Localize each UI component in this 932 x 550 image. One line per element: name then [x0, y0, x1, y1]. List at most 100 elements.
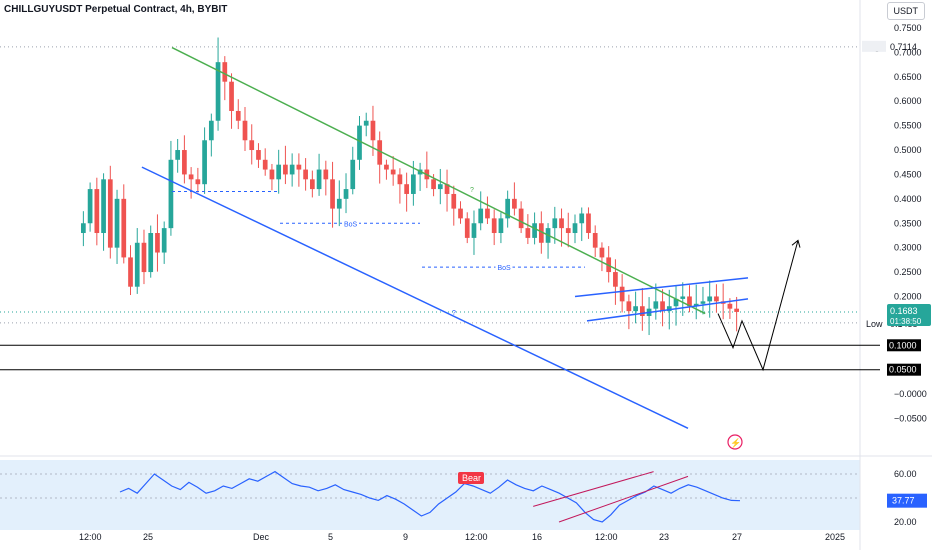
candle-body — [350, 159, 356, 190]
bos-label-bg — [495, 262, 513, 272]
candle-body — [269, 169, 275, 180]
rsi-channel-line — [558, 475, 689, 523]
candle-body — [673, 298, 679, 307]
candle-body — [390, 169, 396, 175]
candle-body — [161, 228, 167, 253]
candle-body — [155, 233, 160, 253]
candle-body — [188, 174, 194, 180]
candle-body — [619, 286, 625, 302]
bear-badge — [458, 472, 484, 484]
candle-body — [464, 218, 470, 238]
y-tick-label: 0.2000 — [894, 291, 922, 301]
candle-body — [451, 193, 457, 209]
level-value: 0.1000 — [889, 340, 917, 350]
candle-body — [283, 164, 288, 175]
x-tick-label: 27 — [732, 532, 742, 542]
candle-body — [303, 169, 308, 180]
candle-body — [397, 174, 403, 185]
candle-body — [485, 208, 490, 219]
candle-body — [680, 296, 686, 299]
y-tick-label: 0.3500 — [894, 218, 922, 228]
candle-body — [107, 179, 113, 248]
candle-body — [296, 164, 302, 170]
x-tick-label: 12:00 — [595, 532, 618, 542]
candle-body — [707, 296, 713, 302]
candle-body — [316, 169, 322, 190]
trendline-lower-descending — [141, 166, 689, 429]
y-tick-label: −0.0500 — [894, 414, 927, 424]
candle-body — [101, 179, 106, 234]
candle-body — [222, 62, 228, 82]
level-value: 0.0500 — [889, 365, 917, 375]
candle-body — [87, 189, 93, 224]
candle-body — [330, 179, 335, 209]
candle-body — [538, 223, 544, 243]
rising-channel-upper — [574, 277, 749, 298]
candle-body — [81, 223, 86, 234]
chart-title: CHILLGUYUSDT Perpetual Contract, 4h, BYB… — [4, 4, 228, 15]
candle-body — [195, 179, 201, 185]
y-tick-label: −0.0000 — [894, 389, 927, 399]
candle-body — [323, 169, 329, 180]
current-price-countdown: 01:38:50 — [890, 317, 922, 326]
candle-body — [693, 303, 699, 307]
candle-body — [121, 198, 127, 258]
y-tick-label: 0.4500 — [894, 169, 922, 179]
high-label-bg — [862, 40, 886, 52]
rsi-value-box — [887, 493, 927, 508]
currency-button[interactable]: USDT — [886, 2, 925, 20]
candle-body — [370, 120, 376, 141]
candle-body — [229, 81, 234, 111]
candle-body — [599, 247, 605, 258]
candle-body — [579, 213, 585, 224]
candle-body — [202, 140, 207, 185]
candle-body — [128, 257, 133, 287]
candle-body — [249, 140, 255, 151]
candle-body — [242, 120, 248, 141]
candle-body — [141, 242, 147, 273]
candle-body — [700, 301, 706, 304]
candle-body — [653, 301, 659, 309]
candle-body — [289, 164, 295, 175]
low-label: Low — [866, 319, 883, 329]
alert-icon — [727, 434, 743, 450]
x-tick-label: 5 — [328, 532, 333, 542]
x-tick-label: 16 — [532, 532, 542, 542]
lightning-icon: ⚡ — [730, 437, 741, 449]
candle-body — [613, 272, 618, 287]
candle-body — [525, 228, 531, 238]
rsi-line — [119, 470, 741, 523]
rising-channel-lower — [586, 298, 749, 322]
candle-body — [235, 110, 241, 121]
y-tick-label: 0.6500 — [894, 72, 922, 82]
rsi-current-value: 37.77 — [892, 496, 915, 506]
y-tick-label: 0.5000 — [894, 145, 922, 155]
candle-body — [727, 303, 733, 309]
candle-body — [363, 120, 369, 126]
candle-body — [458, 208, 463, 219]
bos-label-bg — [342, 218, 359, 228]
x-tick-label: 2025 — [825, 532, 845, 542]
candle-body — [276, 164, 282, 180]
candle-body — [175, 150, 181, 160]
trendline-label: ? — [470, 187, 474, 194]
level-box — [887, 339, 921, 352]
candle-body — [256, 150, 261, 160]
candle-body — [134, 242, 140, 287]
y-tick-label: 0.7000 — [894, 47, 922, 57]
candle-body — [512, 198, 517, 209]
x-tick-label: Dec — [253, 532, 270, 542]
candle-body — [182, 150, 187, 175]
candle-body — [572, 223, 578, 234]
candle-body — [336, 198, 342, 209]
candle-body — [431, 179, 436, 190]
candle-body — [444, 184, 450, 194]
y-tick-label: 0.4000 — [894, 194, 922, 204]
candle-body — [552, 218, 558, 229]
candle-body — [411, 174, 416, 194]
candle-body — [734, 308, 739, 312]
x-tick-label: 12:00 — [465, 532, 488, 542]
y-tick-label: 0.2500 — [894, 267, 922, 277]
